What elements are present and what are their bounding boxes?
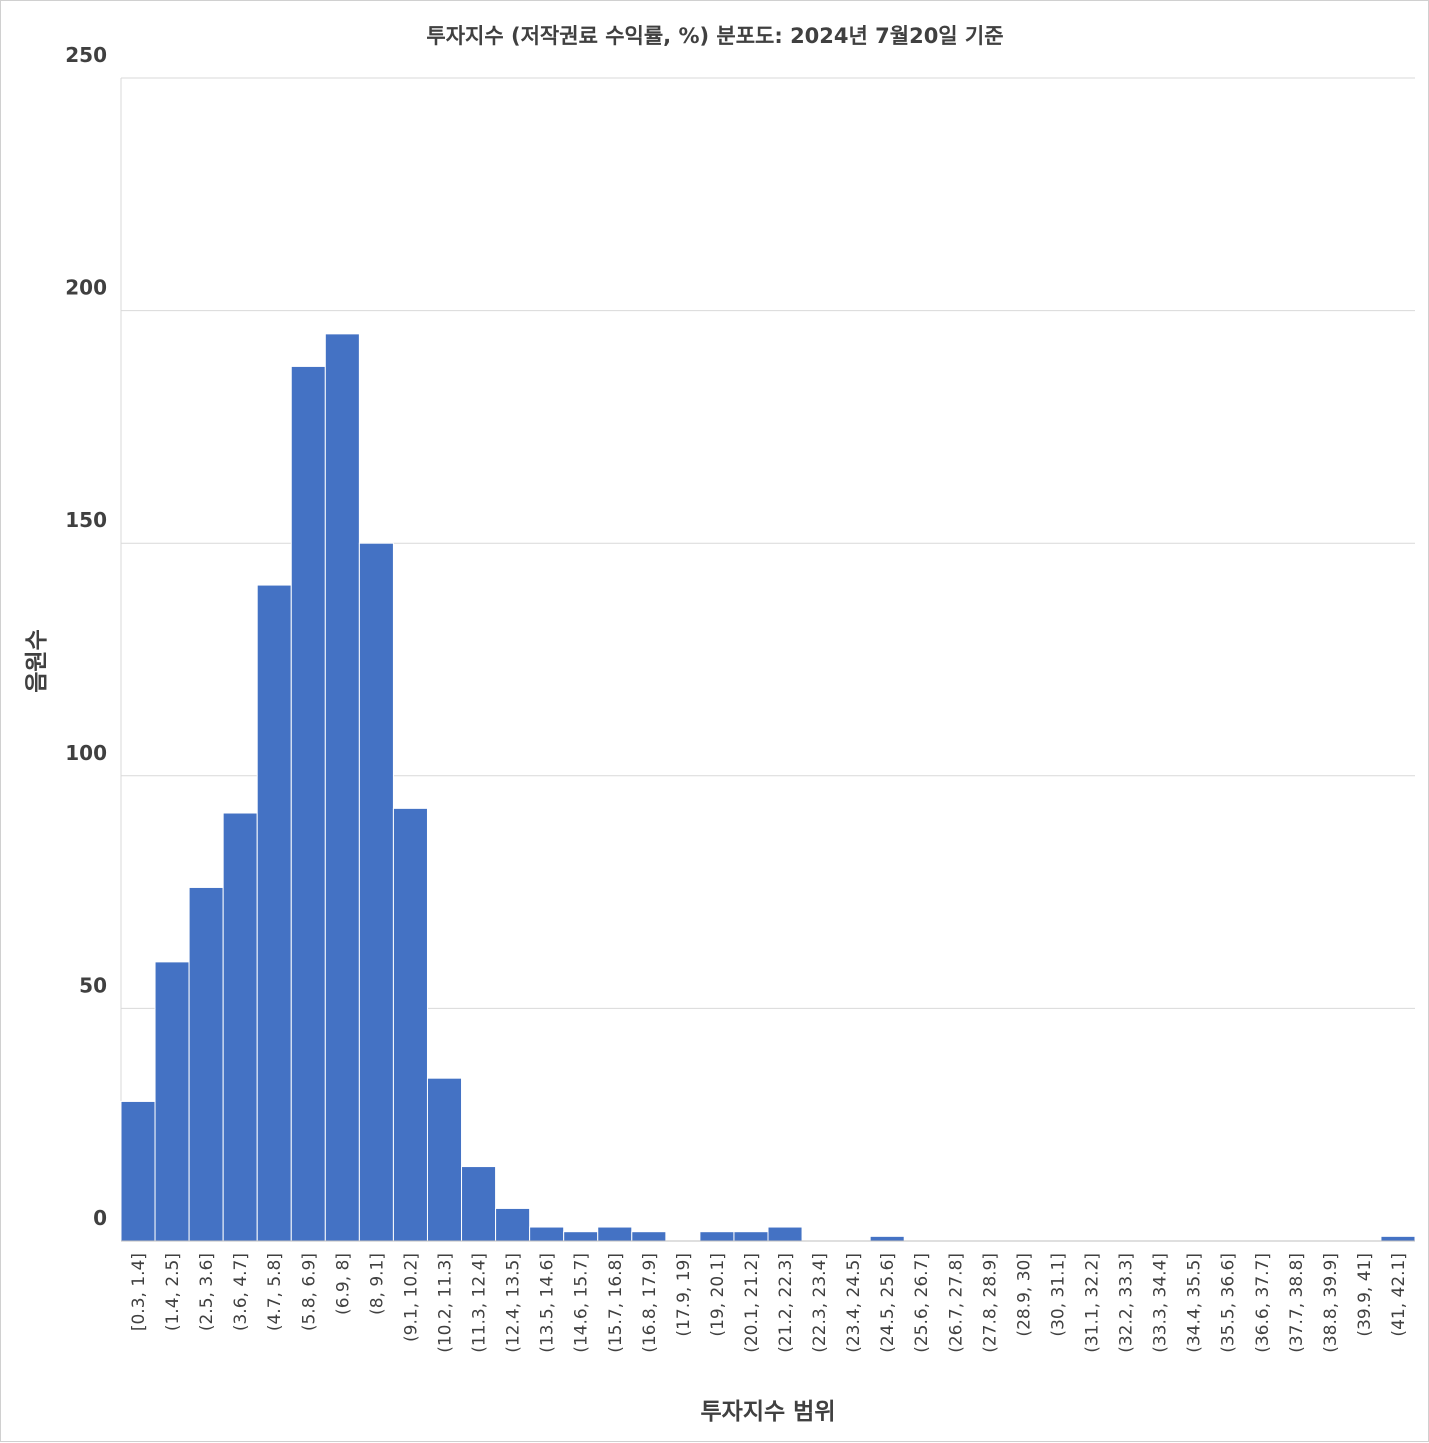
x-tick-label: (32.2, 33.3] (1117, 1253, 1137, 1353)
bar (324, 333, 360, 1242)
bar (120, 1100, 156, 1242)
chart-title: 투자지수 (저작권료 수익률, %) 분포도: 2024년 7월20일 기준 (426, 24, 1003, 48)
x-tick-label: (27.8, 28.9] (980, 1253, 1000, 1353)
x-tick-label: (41, 42.1] (1389, 1253, 1409, 1337)
x-tick-label: (6.9, 8] (333, 1253, 353, 1315)
x-tick-label: (23.4, 24.5] (844, 1253, 864, 1353)
x-tick-label: (34.4, 35.5] (1185, 1253, 1205, 1353)
bar (733, 1231, 769, 1242)
x-tick-label: (15.7, 16.8] (606, 1253, 626, 1353)
x-tick-label: (25.6, 26.7] (912, 1253, 932, 1353)
y-tick-label: 200 (65, 276, 107, 300)
x-tick-label: (37.7, 38.8] (1287, 1253, 1307, 1353)
x-tick-label: (8, 9.1] (367, 1253, 387, 1315)
bar (392, 807, 428, 1242)
x-tick-label: (22.3, 23.4] (810, 1253, 830, 1353)
x-tick-label: (24.5, 25.6] (878, 1253, 898, 1353)
bar (495, 1207, 531, 1242)
y-tick-label: 100 (65, 741, 107, 765)
bar (631, 1231, 667, 1242)
bar (529, 1226, 565, 1242)
x-tick-labels: [0.3, 1.4] (1.4, 2.5] (2.5, 3.6] (3.6, 4.7]… (129, 1253, 1409, 1353)
bar (358, 542, 394, 1242)
x-tick-label: (36.6, 37.7] (1253, 1253, 1273, 1353)
bar (563, 1231, 599, 1242)
x-tick-label: (21.2, 22.3] (776, 1253, 796, 1353)
y-tick-label: 0 (93, 1206, 107, 1230)
y-tick-label: 50 (79, 973, 107, 997)
x-tick-label: (5.8, 6.9] (299, 1253, 319, 1331)
x-tick-label: (3.6, 4.7] (231, 1253, 251, 1331)
x-tick-label: (20.1, 21.2] (742, 1253, 762, 1353)
x-tick-label: (19, 20.1] (708, 1253, 728, 1337)
x-tick-label: (14.6, 15.7] (572, 1253, 592, 1353)
bars (120, 333, 1416, 1242)
bar (461, 1166, 497, 1242)
bar (426, 1077, 463, 1242)
bar (699, 1231, 735, 1242)
y-tick-labels: 0 50 100 150 200 250 (65, 43, 107, 1230)
x-tick-label: (16.8, 17.9] (640, 1253, 660, 1353)
y-tick-label: 150 (65, 508, 107, 532)
y-tick-label: 250 (65, 43, 107, 67)
x-tick-label: (28.9, 30] (1014, 1253, 1034, 1337)
x-tick-label: (31.1, 32.2] (1083, 1253, 1103, 1353)
bar (256, 584, 292, 1242)
x-tick-label: (11.3, 12.4] (470, 1253, 490, 1353)
y-axis-title: 음원수 (24, 629, 50, 692)
x-tick-label: (26.7, 27.8] (946, 1253, 966, 1353)
x-tick-label: (17.9, 19] (674, 1253, 694, 1337)
x-tick-label: (30, 31.1] (1048, 1253, 1068, 1337)
x-tick-label: (1.4, 2.5] (163, 1253, 183, 1331)
x-tick-label: (10.2, 11.3] (436, 1253, 456, 1353)
bar (1380, 1235, 1416, 1242)
bar (290, 365, 326, 1242)
x-tick-label: (13.5, 14.6] (538, 1253, 558, 1353)
bar (154, 961, 190, 1242)
x-tick-label: (9.1, 10.2] (401, 1253, 421, 1342)
x-tick-label: (38.8, 39.9] (1321, 1253, 1341, 1353)
bar (597, 1226, 633, 1242)
bar (869, 1235, 905, 1242)
x-tick-label: (39.9, 41] (1355, 1253, 1375, 1337)
x-tick-label: (33.3, 34.4] (1151, 1253, 1171, 1353)
x-tick-label: (2.5, 3.6] (197, 1253, 217, 1331)
x-tick-label: (35.5, 36.6] (1219, 1253, 1239, 1353)
x-tick-label: (12.4, 13.5] (504, 1253, 524, 1353)
bar (222, 812, 258, 1242)
x-tick-label: (4.7, 5.8] (265, 1253, 285, 1331)
x-tick-label: [0.3, 1.4] (129, 1253, 149, 1331)
bar (767, 1226, 803, 1242)
x-axis-title: 투자지수 범위 (701, 1399, 836, 1425)
bar (188, 886, 224, 1242)
